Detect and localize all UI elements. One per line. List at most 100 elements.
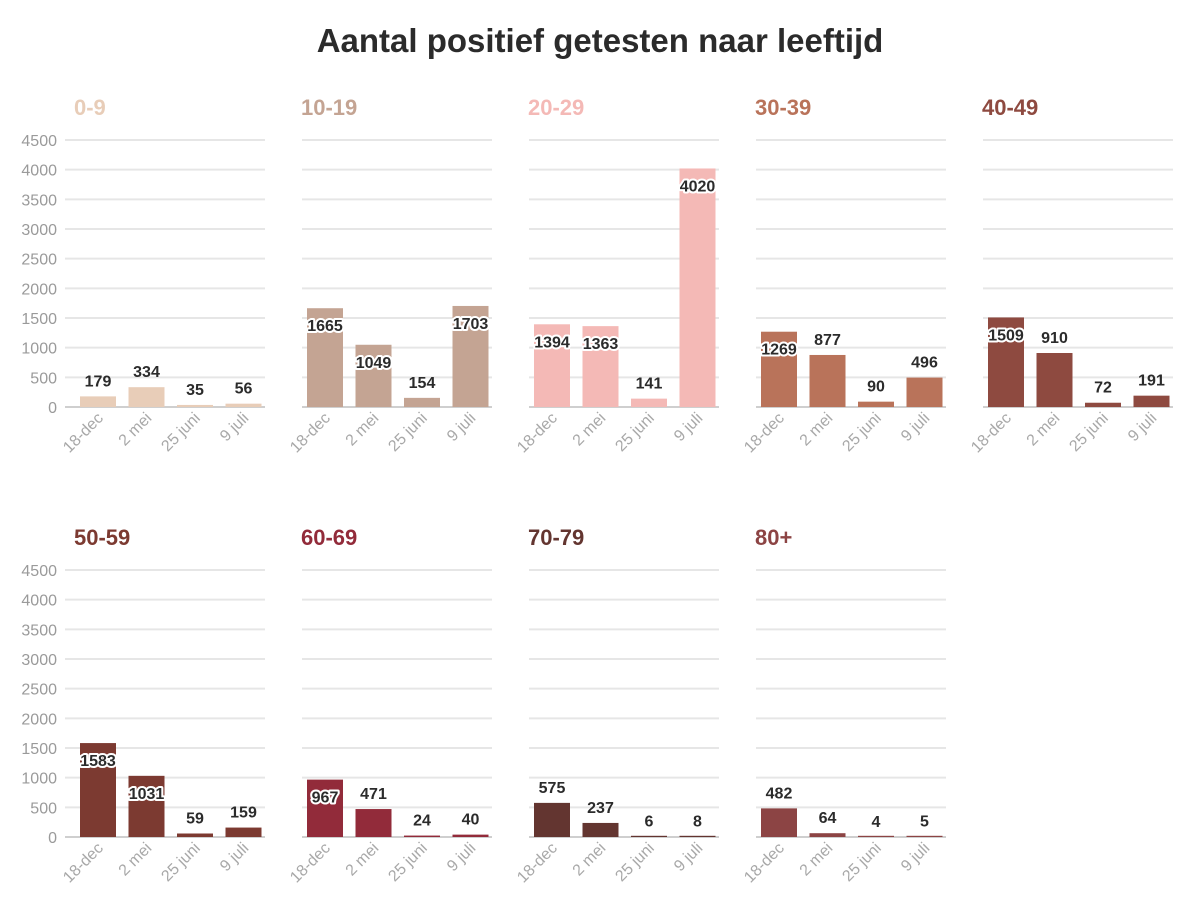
bar[interactable]	[1133, 395, 1170, 407]
panel-title: 40-49	[982, 95, 1038, 120]
bar[interactable]	[1085, 402, 1121, 407]
x-tick-label: 18-dec	[968, 410, 1015, 457]
panel-title: 20-29	[528, 95, 584, 120]
bar[interactable]	[128, 387, 165, 407]
bar[interactable]	[988, 317, 1024, 407]
bar[interactable]	[809, 354, 846, 407]
bar[interactable]	[1036, 353, 1073, 407]
x-tick-label: 2 mei	[797, 840, 837, 880]
x-tick-label: 2 mei	[570, 410, 610, 450]
bar[interactable]	[80, 396, 116, 407]
bar[interactable]	[80, 743, 116, 837]
bar[interactable]	[307, 779, 343, 837]
data-label: 334	[133, 364, 160, 381]
data-label: 8	[693, 814, 702, 831]
y-tick-label: 2500	[21, 252, 57, 269]
bar[interactable]	[452, 305, 489, 407]
y-tick-label: 1000	[21, 771, 57, 788]
bar[interactable]	[452, 834, 489, 837]
data-label: 1703	[453, 316, 489, 333]
data-label: 1509	[988, 327, 1024, 344]
x-tick-label: 18-dec	[287, 840, 334, 887]
y-tick-label: 4000	[21, 593, 57, 610]
data-label: 496	[911, 355, 938, 372]
panel-title: 60-69	[301, 525, 357, 550]
x-tick-label: 25 juni	[612, 840, 657, 885]
bar[interactable]	[177, 404, 213, 407]
bar[interactable]	[582, 822, 619, 837]
data-label: 967	[312, 790, 339, 807]
panel-title: 70-79	[528, 525, 584, 550]
bar[interactable]	[906, 835, 943, 837]
x-tick-label: 18-dec	[60, 410, 107, 457]
bar[interactable]	[355, 809, 392, 837]
bar[interactable]	[761, 331, 797, 407]
bar[interactable]	[404, 397, 440, 407]
data-label: 482	[766, 785, 793, 802]
bar[interactable]	[355, 344, 392, 407]
data-label: 24	[413, 813, 431, 830]
x-tick-label: 18-dec	[514, 410, 561, 457]
x-tick-label: 2 mei	[570, 840, 610, 880]
x-tick-label: 25 juni	[158, 840, 203, 885]
data-label: 1363	[583, 336, 619, 353]
panel-title: 10-19	[301, 95, 357, 120]
x-tick-label: 18-dec	[287, 410, 334, 457]
x-tick-label: 9 juli	[898, 840, 933, 875]
bar[interactable]	[906, 377, 943, 407]
y-tick-label: 500	[30, 800, 57, 817]
bar[interactable]	[128, 775, 165, 837]
bar[interactable]	[404, 835, 440, 837]
bar[interactable]	[631, 398, 667, 407]
data-label: 237	[587, 800, 614, 817]
bar[interactable]	[225, 403, 262, 407]
bar[interactable]	[225, 827, 262, 837]
panel-title: 30-39	[755, 95, 811, 120]
bar[interactable]	[582, 326, 619, 407]
bar[interactable]	[534, 324, 570, 407]
y-tick-label: 1000	[21, 341, 57, 358]
bar[interactable]	[679, 835, 716, 837]
bar[interactable]	[177, 833, 213, 837]
bar[interactable]	[858, 835, 894, 837]
y-tick-label: 2000	[21, 281, 57, 298]
bar[interactable]	[761, 808, 797, 837]
x-tick-label: 2 mei	[343, 840, 383, 880]
x-tick-label: 25 juni	[158, 410, 203, 455]
y-tick-label: 2500	[21, 682, 57, 699]
x-tick-label: 25 juni	[1066, 410, 1111, 455]
y-tick-label: 1500	[21, 311, 57, 328]
data-label: 1583	[80, 753, 116, 770]
x-tick-label: 2 mei	[343, 410, 383, 450]
data-label: 877	[814, 332, 841, 349]
x-tick-label: 25 juni	[612, 410, 657, 455]
data-label: 4020	[680, 178, 716, 195]
bar[interactable]	[307, 308, 343, 407]
y-tick-label: 4500	[21, 133, 57, 150]
bar[interactable]	[679, 168, 716, 407]
x-tick-label: 9 juli	[671, 410, 706, 445]
x-tick-label: 2 mei	[1024, 410, 1064, 450]
x-tick-label: 18-dec	[741, 840, 788, 887]
x-tick-label: 9 juli	[1125, 410, 1160, 445]
data-label: 1665	[307, 318, 343, 335]
data-label: 179	[85, 373, 112, 390]
bar[interactable]	[534, 802, 570, 837]
x-tick-label: 18-dec	[60, 840, 107, 887]
chart-title: Aantal positief getesten naar leeftijd	[316, 22, 884, 59]
bar[interactable]	[858, 401, 894, 407]
y-tick-label: 0	[48, 400, 57, 417]
bar[interactable]	[631, 835, 667, 837]
y-tick-label: 4000	[21, 163, 57, 180]
data-label: 35	[186, 382, 204, 399]
x-tick-label: 2 mei	[116, 410, 156, 450]
data-label: 6	[645, 814, 654, 831]
y-tick-label: 0	[48, 830, 57, 847]
data-label: 159	[230, 805, 257, 822]
bar[interactable]	[809, 833, 846, 837]
y-tick-label: 3500	[21, 192, 57, 209]
data-label: 1269	[761, 342, 797, 359]
x-tick-label: 25 juni	[385, 410, 430, 455]
data-label: 1031	[129, 786, 165, 803]
x-tick-label: 18-dec	[514, 840, 561, 887]
